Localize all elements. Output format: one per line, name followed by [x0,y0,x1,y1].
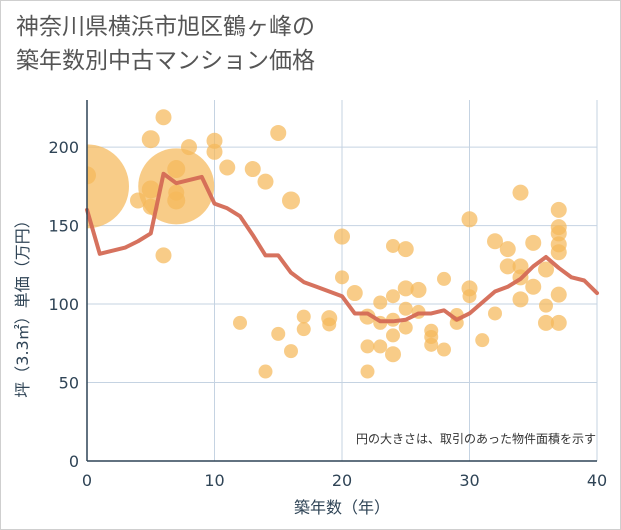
data-bubble [462,289,477,304]
data-bubble [550,286,567,303]
data-bubble [271,326,286,341]
data-bubble [437,271,451,286]
bubble-group [87,109,567,379]
data-bubble [322,317,337,332]
data-bubble [539,298,553,313]
trend-line-layer [85,171,599,324]
data-bubble [538,261,554,278]
data-bubble [398,320,413,335]
bubble-layer [87,109,567,379]
data-bubble [334,228,350,245]
chart-title: 神奈川県横浜市旭区鶴ヶ峰の 築年数別中古マンション価格 [16,14,315,74]
size-note: 円の大きさは、取引のあった物件面積を示す [356,431,596,446]
data-bubble [525,234,542,251]
data-bubble [525,278,542,295]
data-bubble [219,159,236,176]
y-tick-label: 150 [48,217,79,236]
data-bubble [550,314,567,331]
data-bubble [360,364,375,379]
data-bubble [550,244,567,261]
data-bubble [538,314,554,331]
data-bubble [360,339,375,354]
data-bubble [87,166,96,185]
data-bubble [181,139,197,156]
data-bubble [167,160,186,179]
data-bubble [258,364,273,379]
data-bubble [296,322,311,337]
data-bubble [512,291,529,308]
data-bubble [488,306,502,321]
data-bubble [461,211,478,228]
data-bubble [550,201,567,218]
data-bubble [373,339,388,354]
data-bubble [141,130,160,149]
data-bubble [155,247,172,264]
data-bubble [424,337,439,352]
data-bubble [398,301,413,316]
y-tick-label: 0 [69,452,79,471]
data-bubble [87,144,129,229]
y-tick-label: 50 [59,374,79,393]
data-bubble [499,258,516,275]
data-bubble [244,161,261,178]
data-bubble [386,289,400,304]
data-bubble [385,346,401,363]
data-bubble [397,280,414,297]
y-tick-label: 100 [48,295,79,314]
x-tick-label: 30 [459,471,479,490]
data-bubble [512,184,529,201]
data-bubble [335,270,349,285]
data-bubble [410,281,427,298]
data-bubble [206,132,223,149]
y-axis-label: 坪（3.3㎡）単価（万円） [13,212,32,397]
data-bubble [284,344,298,359]
data-bubble [397,241,414,258]
data-bubble [386,328,400,343]
data-bubble [233,315,247,330]
x-tick-label: 0 [82,471,92,490]
data-bubble [167,191,186,210]
data-bubble [282,191,300,210]
data-bubble [270,124,287,141]
data-bubble [373,295,388,310]
data-bubble [475,333,490,348]
data-bubble [257,173,274,190]
x-axis-label: 築年数（年） [294,498,390,517]
data-bubble [487,233,503,250]
x-tick-label: 40 [587,471,607,490]
data-bubble [386,238,400,253]
data-bubble [499,241,516,258]
data-bubble [155,109,172,126]
data-bubble [346,285,363,302]
x-tick-label: 20 [332,471,352,490]
data-bubble [550,225,567,242]
data-bubble [296,309,311,324]
axes: 0 10 20 30 40 0 50 100 150 200 [48,100,607,490]
data-bubble [437,342,451,357]
data-bubble [512,258,529,275]
x-tick-label: 10 [204,471,224,490]
average-price-line [85,171,599,324]
data-bubble [206,143,223,160]
y-tick-label: 200 [48,138,79,157]
